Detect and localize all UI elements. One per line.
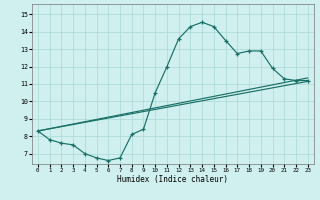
X-axis label: Humidex (Indice chaleur): Humidex (Indice chaleur) (117, 175, 228, 184)
